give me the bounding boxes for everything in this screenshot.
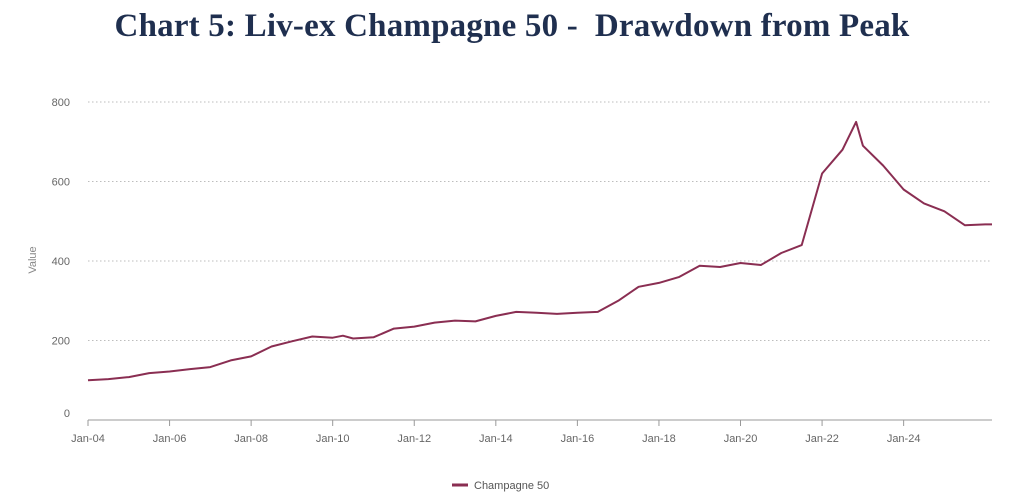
y-tick-label: 600: [52, 177, 70, 189]
x-tick-label: Jan-24: [887, 433, 921, 445]
x-tick-label: Jan-18: [642, 433, 676, 445]
y-tick-label: 400: [52, 256, 70, 268]
legend-label-champagne-50: Champagne 50: [474, 480, 549, 492]
series-line-champagne-50: [87, 120, 992, 382]
x-tick-label: Jan-10: [316, 433, 350, 445]
x-tick-label: Jan-16: [561, 433, 595, 445]
x-tick-label: Jan-22: [805, 433, 839, 445]
plot-area: [87, 120, 992, 382]
x-tick-label: Jan-06: [153, 433, 187, 445]
y-tick-label: 200: [52, 336, 70, 348]
x-tick-label: Jan-14: [479, 433, 513, 445]
x-tick-label: Jan-12: [397, 433, 431, 445]
x-axis: Jan-04 Jan-06 Jan-08 Jan-10 Jan-12 Jan-14 Jan-…: [71, 419, 992, 445]
y-tick-label: 0: [64, 408, 70, 420]
grid-lines: [88, 101, 992, 341]
x-tick-label: Jan-20: [724, 433, 758, 445]
y-axis: 0 200 400 600 800: [52, 97, 70, 420]
x-tick-label: Jan-04: [71, 433, 105, 445]
x-tick-label: Jan-08: [234, 433, 268, 445]
chart-title: Chart 5: Liv-ex Champagne 50 - Drawdown …: [114, 8, 910, 44]
y-tick-label: 800: [52, 97, 70, 109]
legend: Champagne 50: [452, 480, 549, 492]
y-axis-label: Value: [27, 246, 39, 273]
